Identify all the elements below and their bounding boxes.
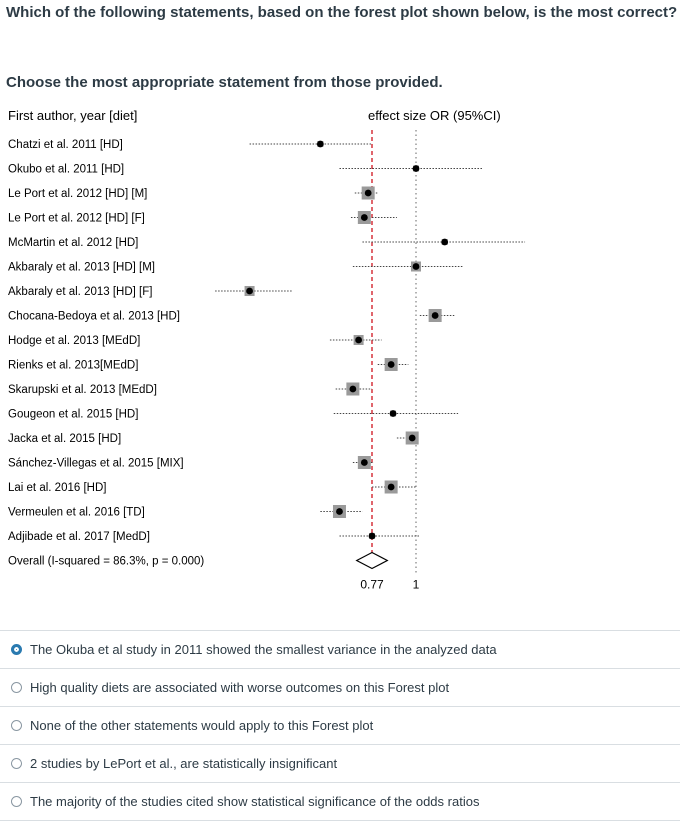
option-label: The Okuba et al study in 2011 showed the… [30,642,497,657]
radio-button[interactable] [11,758,22,769]
study-label: Skarupski et al. 2013 [MEdD] [8,384,157,396]
study-label: Vermeulen et al. 2016 [TD] [8,507,145,519]
answer-options: The Okuba et al study in 2011 showed the… [0,630,680,821]
study-label: Le Port et al. 2012 [HD] [M] [8,188,147,200]
point-estimate [349,385,357,393]
point-estimate [368,532,376,540]
point-estimate [387,483,395,491]
point-estimate [355,336,363,344]
instruction-text: Choose the most appropriate statement fr… [6,74,443,91]
forest-header-left: First author, year [diet] [8,108,138,123]
radio-button[interactable] [11,644,22,655]
study-label: McMartin et al. 2012 [HD] [8,237,138,249]
study-label: Chatzi et al. 2011 [HD] [8,139,123,151]
study-label: Akbaraly et al. 2013 [HD] [M] [8,262,155,274]
study-label: Akbaraly et al. 2013 [HD] [F] [8,286,152,298]
question-text: Which of the following statements, based… [6,4,678,21]
study-label: Rienks et al. 2013[MEdD] [8,360,138,372]
point-estimate [408,434,416,442]
radio-button[interactable] [11,796,22,807]
option-1[interactable]: The Okuba et al study in 2011 showed the… [0,630,680,668]
study-label: Hodge et al. 2013 [MEdD] [8,335,140,347]
point-estimate [336,508,343,515]
point-estimate [412,165,420,172]
point-estimate [316,140,324,148]
point-estimate [431,312,439,319]
study-label: Lai et al. 2016 [HD] [8,482,106,494]
option-label: The majority of the studies cited show s… [30,794,480,809]
point-estimate [246,287,253,295]
axis-tick-label: 0.77 [360,578,384,592]
overall-label: Overall (I-squared = 86.3%, p = 0.000) [8,556,204,568]
option-label: None of the other statements would apply… [30,718,374,733]
option-label: 2 studies by LePort et al., are statisti… [30,756,338,771]
point-estimate [387,361,395,368]
option-label: High quality diets are associated with w… [30,680,450,695]
forest-header-right: effect size OR (95%CI) [368,108,501,123]
forest-plot: Chatzi et al. 2011 [HD] Okubo et al. 2011… [8,130,526,592]
option-3[interactable]: None of the other statements would apply… [0,706,680,744]
radio-button[interactable] [11,720,22,731]
point-estimate [389,410,397,417]
point-estimate [412,263,420,270]
axis-tick-label: 1 [413,578,420,592]
study-label: Jacka et al. 2015 [HD] [8,433,121,445]
option-2[interactable]: High quality diets are associated with w… [0,668,680,706]
study-label: Okubo et al. 2011 [HD] [8,164,124,176]
study-label: Chocana-Bedoya et al. 2013 [HD] [8,311,180,323]
option-5[interactable]: The majority of the studies cited show s… [0,782,680,821]
option-4[interactable]: 2 studies by LePort et al., are statisti… [0,744,680,782]
study-label: Le Port et al. 2012 [HD] [F] [8,213,145,225]
radio-button[interactable] [11,682,22,693]
point-estimate [360,214,368,221]
point-estimate [441,238,449,246]
point-estimate [360,459,368,466]
study-label: Gougeon et al. 2015 [HD] [8,409,138,421]
study-label: Adjibade et al. 2017 [MedD] [8,531,150,543]
point-estimate [364,189,372,197]
study-label: Sánchez-Villegas et al. 2015 [MIX] [8,458,184,470]
overall-diamond [355,551,389,570]
